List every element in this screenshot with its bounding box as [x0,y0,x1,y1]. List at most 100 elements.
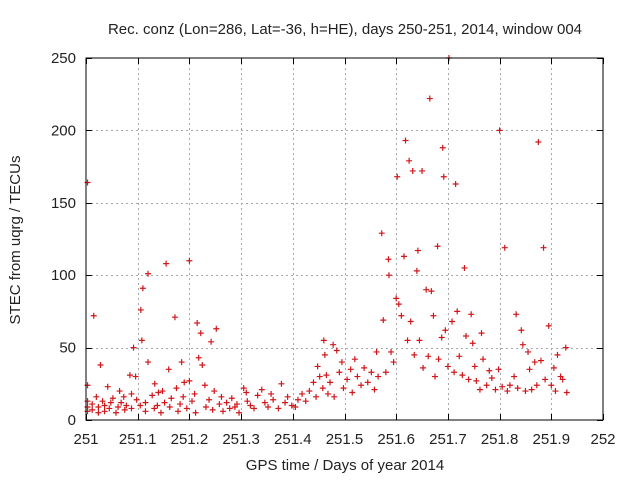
data-point [465,376,472,383]
y-tick-label: 0 [68,412,76,429]
data-point [228,395,235,402]
data-point [495,366,502,373]
data-point [159,388,166,395]
data-point [364,379,371,386]
data-point [306,388,313,395]
data-point [462,333,469,340]
x-axis-label: GPS time / Days of year 2014 [246,457,444,474]
data-point [264,403,271,410]
data-point [428,288,435,295]
data-point [175,408,182,415]
y-tick-label: 150 [51,195,76,212]
data-point [349,389,356,396]
data-point [299,390,306,397]
x-tick-label: 252 [590,431,615,448]
data-point [358,382,365,389]
data-point [478,330,485,337]
data-point [284,393,291,400]
data-point [480,356,487,363]
data-point [330,341,337,348]
data-point [496,127,503,134]
data-point [456,353,463,360]
data-point [411,351,418,358]
data-point [488,375,495,382]
data-point [434,243,441,250]
data-point [380,317,387,324]
data-point [233,401,240,408]
y-axis-label: STEC from uqrg / TECUs [7,156,24,325]
data-point [97,361,104,368]
data-point [340,385,347,392]
data-point [213,325,220,332]
data-point [499,383,506,390]
data-point [385,256,392,263]
data-point [321,351,328,358]
data-point [430,312,437,319]
data-point [107,399,114,406]
data-point [314,363,321,370]
data-point [188,398,195,405]
data-point [240,385,247,392]
data-point [220,408,227,415]
data-point [423,286,430,293]
data-point [540,244,547,251]
data-point [511,373,518,380]
data-point [518,327,525,334]
data-point [288,402,295,409]
x-tick-label: 251.7 [429,431,467,448]
data-point [406,157,413,164]
data-point [211,388,218,395]
data-point [393,295,400,302]
data-point [99,398,106,405]
data-point [261,399,268,406]
data-point [371,386,378,393]
data-point [501,244,508,251]
data-point [313,393,320,400]
data-point [90,312,97,319]
data-point [161,399,168,406]
x-tick-label: 251.1 [119,431,157,448]
y-tick-label: 200 [51,122,76,139]
data-point [194,319,201,326]
data-point [545,322,552,329]
data-point [145,359,152,366]
data-point [344,376,351,383]
data-point [292,403,299,410]
data-point [236,409,243,416]
data-point [244,398,251,405]
data-point [294,396,301,403]
data-point [137,402,144,409]
data-point [492,386,499,393]
data-point [404,337,411,344]
data-point [471,363,478,370]
data-point [542,376,549,383]
data-point [554,351,561,358]
data-point [208,338,215,345]
data-point [154,402,161,409]
data-point [390,359,397,366]
data-point [84,382,91,389]
data-point [139,285,146,292]
x-tick-label: 251.5 [326,431,364,448]
data-point [526,366,533,373]
data-point [354,373,361,380]
data-point [128,390,135,397]
data-point [414,247,421,254]
data-point [559,376,566,383]
data-point [319,385,326,392]
data-point [324,390,331,397]
data-point [168,395,175,402]
points-layer [84,55,570,416]
data-point [407,318,414,325]
data-point [93,393,100,400]
data-point [504,388,511,395]
data-point [336,369,343,376]
data-point [302,398,309,405]
data-point [123,402,130,409]
data-point [183,405,190,412]
data-point [282,399,289,406]
data-point [216,401,223,408]
y-tick-label: 250 [51,50,76,67]
data-point [89,406,96,413]
data-point [199,361,206,368]
